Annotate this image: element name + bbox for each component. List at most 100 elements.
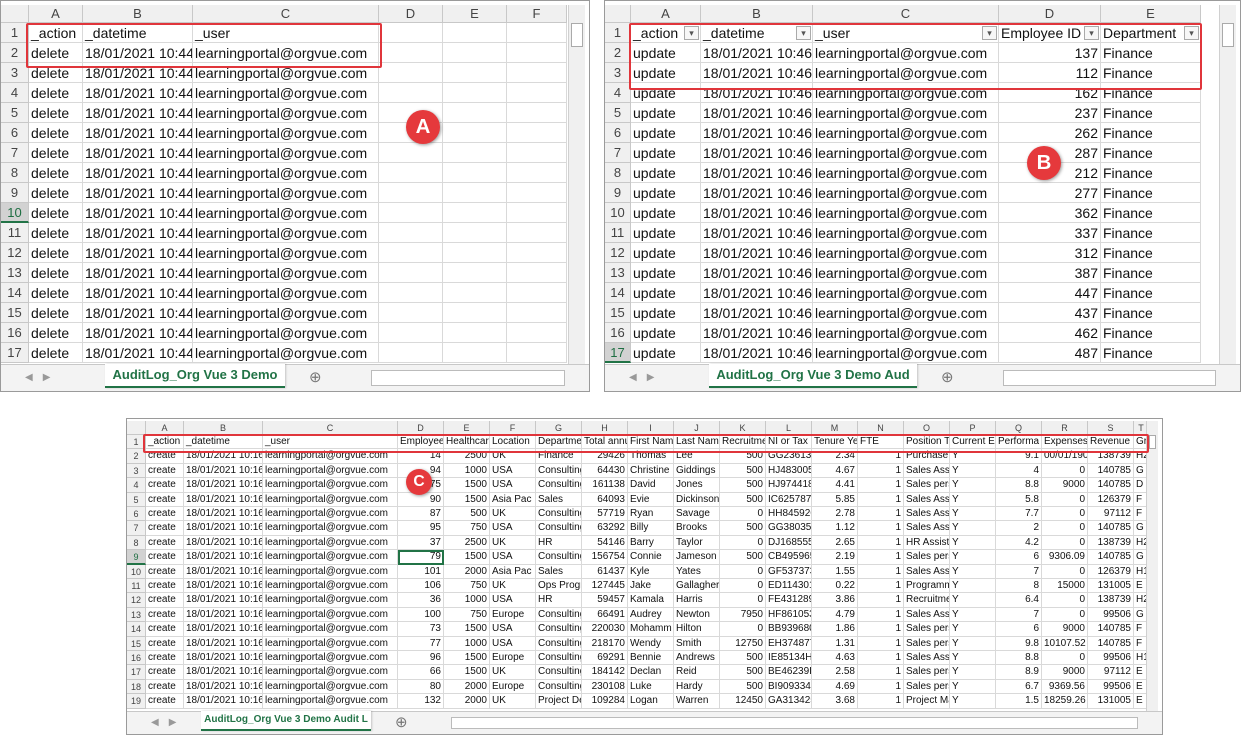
cell[interactable] bbox=[443, 143, 507, 163]
cell[interactable] bbox=[443, 283, 507, 303]
cell[interactable]: GF537373 bbox=[766, 564, 812, 579]
column-header[interactable]: E bbox=[444, 421, 490, 435]
column-header[interactable]: I bbox=[628, 421, 674, 435]
cell[interactable]: create bbox=[146, 593, 184, 608]
row-header[interactable]: 16 bbox=[1, 323, 29, 343]
cell[interactable]: HR bbox=[536, 593, 582, 608]
cell[interactable]: 112 bbox=[999, 63, 1101, 83]
cell[interactable]: delete bbox=[29, 183, 83, 203]
cell[interactable] bbox=[507, 103, 567, 123]
cell[interactable]: 9369.56 bbox=[1042, 679, 1088, 695]
cell[interactable]: 73 bbox=[398, 622, 444, 637]
row-header[interactable]: 10 bbox=[605, 203, 631, 223]
cell[interactable]: 18/01/2021 10:44 bbox=[83, 163, 193, 183]
cell[interactable]: Consulting bbox=[536, 478, 582, 493]
cell[interactable]: 138739 bbox=[1088, 593, 1134, 608]
cell[interactable]: Finance bbox=[1101, 283, 1201, 303]
cell[interactable]: 1 bbox=[858, 478, 904, 493]
cell[interactable]: 4.41 bbox=[812, 478, 858, 493]
cell[interactable]: 80 bbox=[398, 679, 444, 695]
cell[interactable]: 66 bbox=[398, 665, 444, 680]
row-header[interactable]: 3 bbox=[127, 463, 146, 479]
column-header[interactable]: K bbox=[720, 421, 766, 435]
cell[interactable] bbox=[379, 263, 443, 283]
cell[interactable]: 14 bbox=[398, 449, 444, 464]
cell[interactable]: delete bbox=[29, 263, 83, 283]
column-header[interactable]: C bbox=[193, 5, 379, 23]
cell[interactable]: 18/01/2021 10:16 bbox=[184, 564, 263, 579]
cell[interactable]: 18/01/2021 10:16 bbox=[184, 449, 263, 464]
cell[interactable]: Barry bbox=[628, 535, 674, 551]
column-header[interactable]: C bbox=[263, 421, 398, 435]
cell[interactable] bbox=[379, 243, 443, 263]
cell[interactable]: 96 bbox=[398, 651, 444, 666]
cell[interactable]: 7 bbox=[996, 607, 1042, 623]
cell[interactable]: create bbox=[146, 665, 184, 680]
cell[interactable]: learningportal@orgvue.com bbox=[813, 263, 999, 283]
cell[interactable] bbox=[443, 203, 507, 223]
cell[interactable]: 3.86 bbox=[812, 593, 858, 608]
cell[interactable]: Finance bbox=[1101, 203, 1201, 223]
sheet-tab[interactable]: AuditLog_Org Vue 3 Demo Audit L bbox=[201, 711, 371, 731]
cell[interactable]: 447 bbox=[999, 283, 1101, 303]
header-cell[interactable]: Performa bbox=[996, 435, 1042, 450]
header-cell[interactable]: _action bbox=[29, 23, 83, 43]
cell[interactable]: 59457 bbox=[582, 593, 628, 608]
cell[interactable]: Newton bbox=[674, 607, 720, 623]
row-header[interactable]: 12 bbox=[605, 243, 631, 263]
cell[interactable]: Savage bbox=[674, 507, 720, 522]
cell[interactable]: DJ168555 bbox=[766, 535, 812, 551]
column-header[interactable]: B bbox=[184, 421, 263, 435]
cell[interactable]: create bbox=[146, 579, 184, 594]
header-cell[interactable]: Position T bbox=[904, 435, 950, 450]
cell[interactable]: 1 bbox=[858, 579, 904, 594]
row-header[interactable]: 14 bbox=[605, 283, 631, 303]
column-header[interactable]: J bbox=[674, 421, 720, 435]
cell[interactable]: 18/01/2021 10:16 bbox=[184, 622, 263, 637]
cell[interactable]: 8.8 bbox=[996, 478, 1042, 493]
cell[interactable]: Hilton bbox=[674, 622, 720, 637]
cell[interactable]: Kamala bbox=[628, 593, 674, 608]
row-header[interactable]: 11 bbox=[605, 223, 631, 243]
cell[interactable]: Consulting bbox=[536, 507, 582, 522]
cell[interactable]: 18259.26 bbox=[1042, 694, 1088, 709]
cell[interactable]: learningportal@orgvue.com bbox=[813, 223, 999, 243]
cell[interactable]: learningportal@orgvue.com bbox=[813, 343, 999, 363]
cell[interactable]: delete bbox=[29, 243, 83, 263]
cell[interactable]: 2.19 bbox=[812, 550, 858, 565]
cell[interactable]: 7950 bbox=[720, 607, 766, 623]
cell[interactable]: Dickinson bbox=[674, 492, 720, 507]
header-cell[interactable] bbox=[443, 23, 507, 43]
header-cell[interactable] bbox=[507, 23, 567, 43]
cell[interactable]: 1500 bbox=[444, 492, 490, 507]
cell[interactable]: Sales pers bbox=[904, 478, 950, 493]
row-header[interactable]: 12 bbox=[1, 243, 29, 263]
cell[interactable]: 0 bbox=[1042, 521, 1088, 536]
column-header[interactable]: C bbox=[813, 5, 999, 23]
cell[interactable]: 99506 bbox=[1088, 679, 1134, 695]
cell[interactable]: 12450 bbox=[720, 694, 766, 709]
header-cell[interactable]: FTE bbox=[858, 435, 904, 450]
cell[interactable]: 500 bbox=[720, 478, 766, 493]
column-header[interactable]: A bbox=[631, 5, 701, 23]
cell[interactable]: 99506 bbox=[1088, 651, 1134, 666]
cell[interactable]: delete bbox=[29, 123, 83, 143]
cell[interactable]: 0 bbox=[1042, 492, 1088, 507]
cell[interactable] bbox=[507, 143, 567, 163]
cell[interactable]: Andrews bbox=[674, 651, 720, 666]
cell[interactable]: delete bbox=[29, 343, 83, 363]
row-header[interactable]: 10 bbox=[1, 203, 29, 223]
column-header[interactable]: D bbox=[398, 421, 444, 435]
cell[interactable]: learningportal@orgvue.com bbox=[263, 694, 398, 709]
cell[interactable]: 18/01/2021 10:16 bbox=[184, 507, 263, 522]
row-header[interactable]: 16 bbox=[605, 323, 631, 343]
cell[interactable]: Y bbox=[950, 694, 996, 709]
cell[interactable]: 8.8 bbox=[996, 651, 1042, 666]
cell[interactable]: learningportal@orgvue.com bbox=[813, 243, 999, 263]
cell[interactable]: 1 bbox=[858, 535, 904, 551]
cell[interactable]: 1 bbox=[858, 449, 904, 464]
cell[interactable]: create bbox=[146, 492, 184, 507]
column-header[interactable]: F bbox=[507, 5, 567, 23]
cell[interactable]: 29426 bbox=[582, 449, 628, 464]
row-header[interactable]: 7 bbox=[605, 143, 631, 163]
